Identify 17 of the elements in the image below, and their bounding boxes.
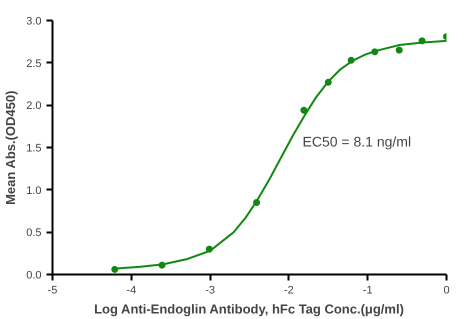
x-tick-label: -1	[362, 284, 373, 296]
y-tick-label: 0.0	[26, 270, 42, 282]
x-axis-title: Log Anti-Endoglin Antibody, hFc Tag Conc.(μg/ml)	[94, 302, 404, 316]
annotation: EC50 = 8.1 ng/ml	[302, 134, 412, 150]
y-tick-label: 1.5	[26, 142, 42, 154]
y-axis-title: Mean Abs.(OD450)	[3, 90, 18, 205]
point	[396, 46, 403, 54]
x-tick-label: 0	[443, 284, 450, 296]
y-tick-label: 2.0	[26, 100, 42, 112]
x-tick-label: -2	[284, 284, 294, 296]
y-tick-label: 3.0	[26, 16, 42, 28]
y-tick-label: 1.0	[26, 184, 42, 197]
x-tick-label: -4	[126, 284, 136, 296]
y-tick-label: 0.5	[26, 227, 42, 240]
x-tick-label: -5	[48, 284, 58, 296]
y-tick-label: 2.5	[26, 58, 42, 70]
x-tick-label: -3	[205, 284, 215, 296]
